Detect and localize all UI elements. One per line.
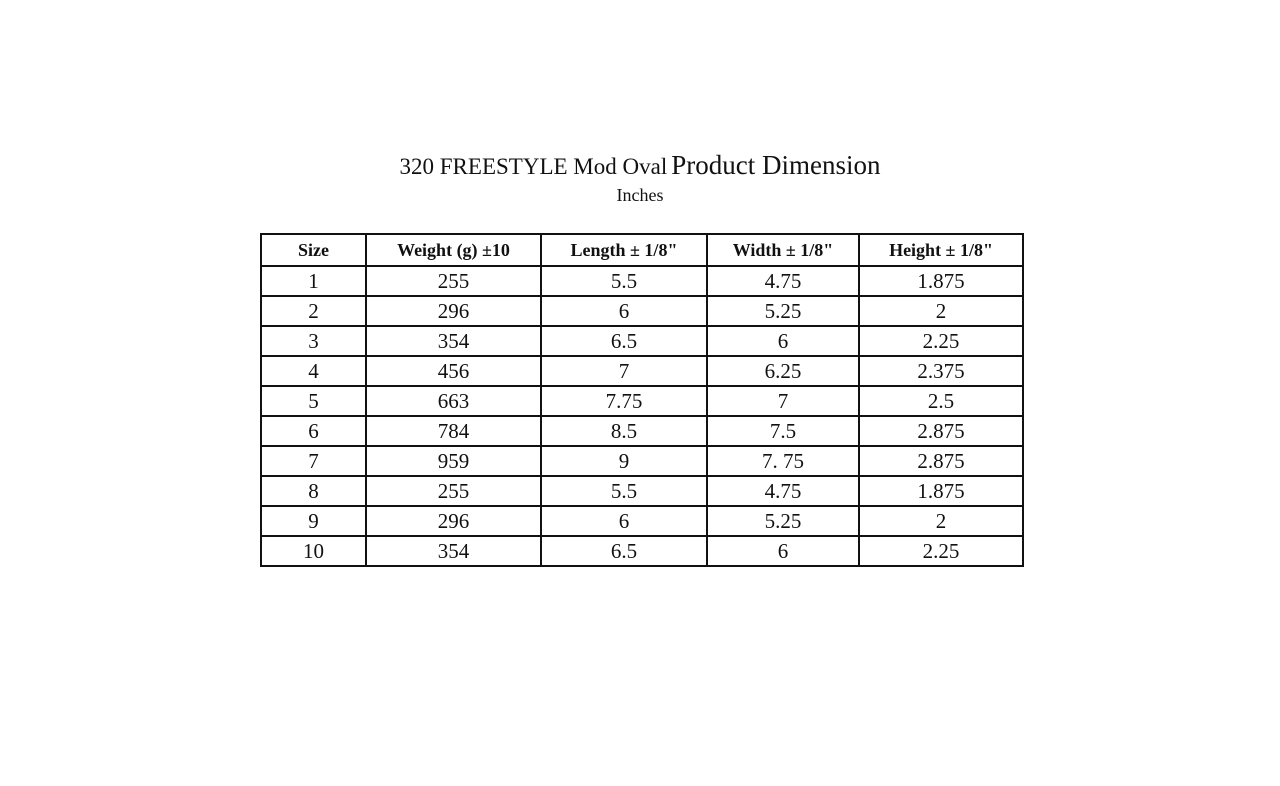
table-cell: 7.5 — [706, 415, 860, 447]
table-cell: 4.75 — [706, 265, 860, 297]
table-cell: 354 — [365, 535, 542, 567]
dimension-table: Size Weight (g) ±10 Length ± 1/8" Width ± 1… — [260, 233, 1024, 567]
subtitle: Inches — [616, 185, 664, 205]
table-body: 1 255 5.5 4.75 1.875 2 296 6 5.25 2 3 354 6.5 6 2.25 4 4… — [260, 265, 1024, 567]
column-header: Height ± 1/8" — [858, 233, 1024, 267]
table-cell: 1 — [260, 265, 367, 297]
table-cell: 456 — [365, 355, 542, 387]
table-cell: 7.75 — [540, 385, 708, 417]
table-row: 10 354 6.5 6 2.25 — [260, 535, 1024, 567]
table-row: 2 296 6 5.25 2 — [260, 295, 1024, 327]
table-cell: 10 — [260, 535, 367, 567]
table-cell: 2 — [260, 295, 367, 327]
table-row: 6 784 8.5 7.5 2.875 — [260, 415, 1024, 447]
table-cell: 2.375 — [858, 355, 1024, 387]
table-cell: 2.25 — [858, 535, 1024, 567]
table-cell: 6 — [260, 415, 367, 447]
table-cell: 7 — [260, 445, 367, 477]
table-cell: 2.25 — [858, 325, 1024, 357]
table-cell: 2.875 — [858, 445, 1024, 477]
table-cell: 1.875 — [858, 265, 1024, 297]
table-cell: 2 — [858, 295, 1024, 327]
title-part: Product Dimension — [671, 150, 881, 180]
title-part: 320 FREESTYLE Mod Oval — [399, 154, 668, 179]
table-row: 1 255 5.5 4.75 1.875 — [260, 265, 1024, 297]
table-cell: 354 — [365, 325, 542, 357]
table-cell: 1.875 — [858, 475, 1024, 507]
header-row: Size Weight (g) ±10 Length ± 1/8" Width ± 1… — [260, 233, 1024, 267]
table-cell: 6 — [540, 505, 708, 537]
table-row: 7 959 9 7. 75 2.875 — [260, 445, 1024, 477]
table-cell: 7. 75 — [706, 445, 860, 477]
table-row: 5 663 7.75 7 2.5 — [260, 385, 1024, 417]
table-row: 4 456 7 6.25 2.375 — [260, 355, 1024, 387]
table-cell: 8.5 — [540, 415, 708, 447]
table-cell: 3 — [260, 325, 367, 357]
table-cell: 8 — [260, 475, 367, 507]
table-cell: 6.5 — [540, 325, 708, 357]
column-header: Weight (g) ±10 — [365, 233, 542, 267]
table-cell: 663 — [365, 385, 542, 417]
table-row: 8 255 5.5 4.75 1.875 — [260, 475, 1024, 507]
table-cell: 7 — [706, 385, 860, 417]
table-cell: 2.5 — [858, 385, 1024, 417]
table-cell: 255 — [365, 475, 542, 507]
table-cell: 6 — [540, 295, 708, 327]
table-cell: 2 — [858, 505, 1024, 537]
table-cell: 7 — [540, 355, 708, 387]
table-row: 3 354 6.5 6 2.25 — [260, 325, 1024, 357]
column-header: Length ± 1/8" — [540, 233, 708, 267]
table-cell: 4.75 — [706, 475, 860, 507]
table-cell: 5.25 — [706, 295, 860, 327]
column-header: Size — [260, 233, 367, 267]
table-cell: 6 — [706, 325, 860, 357]
table-cell: 2.875 — [858, 415, 1024, 447]
table-cell: 6.5 — [540, 535, 708, 567]
table-cell: 4 — [260, 355, 367, 387]
table-cell: 9 — [540, 445, 708, 477]
table-cell: 6 — [706, 535, 860, 567]
table-cell: 296 — [365, 505, 542, 537]
table-cell: 6.25 — [706, 355, 860, 387]
table-cell: 5 — [260, 385, 367, 417]
table-cell: 9 — [260, 505, 367, 537]
table-cell: 959 — [365, 445, 542, 477]
table-cell: 5.5 — [540, 475, 708, 507]
title: 320 FREESTYLE Mod Oval Product Dimension — [0, 150, 1280, 181]
table-cell: 784 — [365, 415, 542, 447]
table-cell: 5.25 — [706, 505, 860, 537]
table-row: 9 296 6 5.25 2 — [260, 505, 1024, 537]
column-header: Width ± 1/8" — [706, 233, 860, 267]
table-cell: 255 — [365, 265, 542, 297]
table-cell: 296 — [365, 295, 542, 327]
table-cell: 5.5 — [540, 265, 708, 297]
